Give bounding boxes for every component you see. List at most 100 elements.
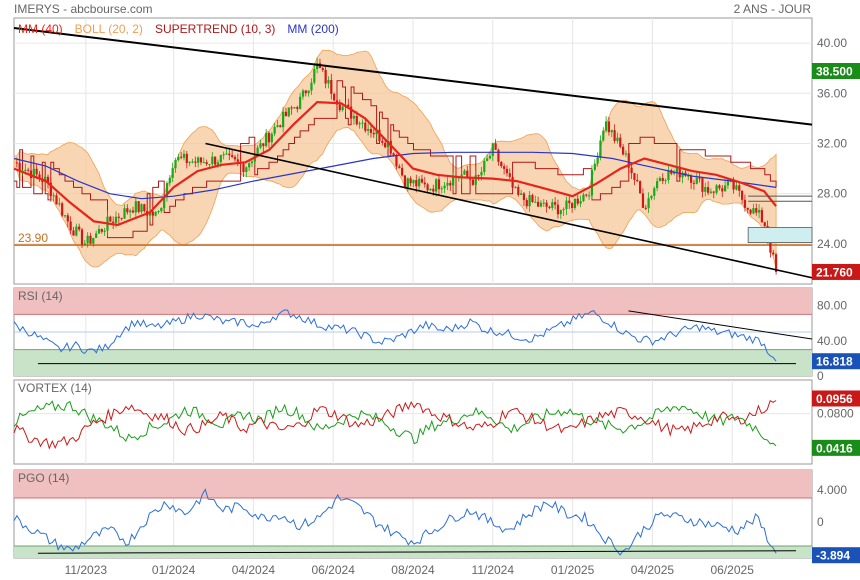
candle-body (718, 185, 721, 189)
candle-body (537, 201, 540, 207)
candle-body (721, 188, 724, 192)
price-last-badge: 21.760 (812, 263, 860, 280)
candle-body (446, 182, 449, 186)
candle-body (38, 174, 41, 179)
candle-body (466, 170, 469, 177)
x-axis-label: 11/2024 (472, 563, 515, 577)
candle-body (248, 163, 251, 168)
candle-body (89, 235, 92, 244)
candle-body (701, 178, 704, 192)
candle-body (432, 188, 435, 192)
candle-body (599, 140, 602, 158)
candle-body (55, 195, 58, 205)
candle-body (134, 201, 137, 213)
candle-body (715, 185, 718, 193)
x-axis-label: 01/2024 (152, 563, 196, 577)
price-ytick-label: 36.00 (817, 86, 847, 100)
pgo-ytick-label: 4.000 (817, 483, 847, 497)
candle-body (259, 143, 262, 148)
x-axis-label: 06/2024 (312, 563, 356, 577)
pgo-ytick-label: 0 (817, 515, 824, 529)
candle-body (437, 179, 441, 190)
candle-body (143, 204, 146, 212)
candle-body (180, 156, 183, 158)
candle-body (653, 188, 656, 196)
rsi-overbought-zone (14, 288, 812, 315)
candle-body (78, 226, 81, 230)
candle-body (435, 179, 438, 192)
candle-body (282, 111, 285, 128)
candle-body (471, 179, 475, 185)
candle-body (689, 175, 693, 183)
candle-body (188, 161, 191, 164)
candle-body (112, 221, 115, 223)
candle-body (624, 153, 628, 155)
candle-body (622, 146, 625, 155)
candle-body (304, 90, 307, 94)
candle-body (245, 167, 248, 173)
candle-body (367, 129, 370, 131)
candle-body (398, 166, 401, 168)
x-axis-label: 06/2025 (711, 563, 755, 577)
vortex-plus-badge-bg (812, 390, 860, 407)
candle-body (602, 130, 605, 141)
candle-body (171, 168, 174, 178)
candle-body (301, 90, 305, 97)
candle-body (568, 200, 571, 204)
vortex-plus-line (13, 400, 777, 447)
candle-body (83, 243, 86, 245)
pgo-high-zone (14, 470, 812, 498)
rsi-oversold-zone (14, 349, 812, 376)
candle-body (401, 167, 404, 176)
candle-body (219, 154, 222, 163)
candle-body (477, 175, 480, 177)
candle-body (151, 211, 154, 216)
candle-body (392, 153, 395, 156)
vortex-plus-badge-text: 0.0956 (816, 392, 853, 406)
candle-body (299, 96, 302, 109)
candle-body (409, 178, 412, 184)
candle-body (313, 69, 316, 83)
candle-body (364, 122, 367, 131)
candle-body (18, 163, 21, 171)
candle-body (732, 180, 735, 190)
candle-body (585, 194, 588, 196)
candle-body (296, 107, 299, 109)
candle-body (528, 195, 531, 207)
candle-body (137, 201, 140, 212)
candle-body (491, 143, 494, 156)
candle-body (80, 229, 84, 245)
candle-body (109, 216, 112, 222)
vortex-minus-badge-text: 0.0416 (816, 441, 853, 455)
candle-body (656, 181, 659, 189)
candle-body (386, 140, 390, 148)
candle-body (658, 178, 662, 182)
candle-body (692, 182, 696, 184)
candle-body (774, 254, 778, 272)
candle-body (185, 153, 188, 164)
rsi-last-badge: 16.818 (812, 353, 860, 370)
candle-body (129, 210, 132, 213)
pgo-last-badge-bg (812, 547, 860, 564)
candle-body (242, 163, 245, 173)
candle-body (46, 176, 50, 183)
candle-body (100, 229, 103, 232)
candle-body (763, 222, 766, 226)
candle-body (310, 82, 313, 91)
vortex-minus-line (13, 399, 777, 450)
rsi-ytick-label: 80.00 (817, 299, 847, 313)
legend-item: MM (200) (287, 22, 338, 36)
candle-body (511, 176, 514, 188)
rsi-trendline (628, 310, 813, 340)
candle-body (429, 188, 432, 191)
supertrend-line (14, 80, 777, 239)
candle-body (616, 137, 619, 142)
candle-body (406, 178, 409, 188)
candle-body (704, 187, 707, 192)
candle-body (236, 159, 239, 162)
candle-body (500, 161, 503, 167)
candle-body (571, 203, 574, 208)
support-trendline (205, 142, 813, 279)
candle-body (267, 132, 271, 143)
